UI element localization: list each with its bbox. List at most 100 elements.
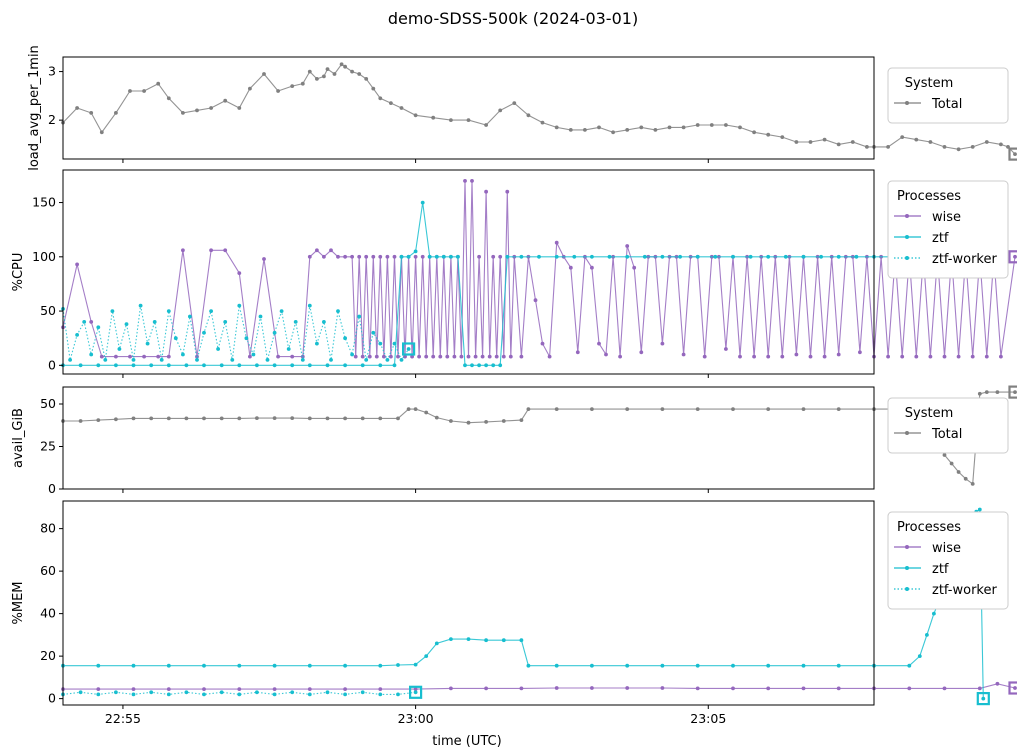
data-point-Total-36 (766, 407, 771, 411)
data-point-ztf-45 (678, 254, 682, 259)
data-point-ztf-worker-28 (258, 314, 263, 319)
legend-marker (905, 566, 909, 570)
data-point-ztf-17 (360, 363, 365, 368)
data-point-wise-2 (89, 320, 94, 324)
data-point-wise-62 (480, 354, 485, 359)
data-point-wise-63 (484, 189, 488, 194)
data-point-Total-20 (315, 77, 319, 81)
data-point-Total-26 (484, 420, 488, 424)
data-point-Total-53 (1013, 390, 1017, 394)
data-point-Total-35 (449, 118, 453, 122)
data-point-Total-61 (822, 137, 827, 142)
y-tick-label: 60 (40, 563, 56, 578)
axes-frame (62, 169, 875, 375)
data-point-ztf-20 (399, 254, 404, 259)
data-point-ztf-26 (441, 254, 446, 259)
data-point-ztf-24 (695, 663, 700, 668)
data-point-wise-59 (470, 179, 474, 183)
data-point-wise-9 (181, 248, 185, 253)
data-point-wise-4 (114, 354, 118, 359)
data-point-ztf-7 (184, 363, 189, 368)
data-point-wise-80 (575, 350, 580, 355)
data-point-wise-128 (914, 354, 919, 359)
data-point-ztf-36 (519, 254, 524, 259)
data-point-ztf-worker-5 (149, 690, 154, 695)
data-point-wise-19 (731, 686, 735, 691)
data-point-wise-56 (459, 354, 464, 359)
data-point-ztf-worker-2 (96, 692, 101, 697)
data-point-ztf-6 (166, 363, 171, 368)
data-point-Total-23 (332, 72, 337, 76)
data-point-wise-113 (808, 354, 813, 359)
data-point-Total-19 (307, 69, 312, 74)
y-tick-label: 40 (40, 606, 56, 621)
data-point-ztf-worker-8 (117, 347, 122, 351)
y-axis-label: %CPU (11, 253, 26, 292)
data-point-Total-35 (731, 407, 735, 411)
series-line-wise (62, 180, 1016, 359)
data-point-wise-75 (540, 341, 545, 346)
y-axis-label: %MEM (11, 582, 26, 625)
data-point-ztf-worker-13 (152, 320, 157, 324)
data-point-Total-20 (406, 407, 411, 411)
y-tick-label: 20 (40, 648, 56, 663)
data-point-wise-21 (801, 686, 806, 691)
data-point-Total-30 (378, 96, 383, 101)
data-point-ztf-24 (427, 254, 432, 259)
data-point-wise-74 (533, 298, 538, 303)
data-point-wise-48 (431, 354, 436, 359)
data-point-wise-109 (780, 354, 785, 359)
data-point-ztf-9 (378, 663, 383, 668)
data-point-ztf-worker-17 (360, 690, 365, 695)
data-point-ztf-48 (731, 254, 735, 259)
data-point-Total-66 (886, 145, 890, 149)
data-point-wise-44 (417, 354, 421, 359)
data-point-ztf-worker-3 (114, 690, 118, 695)
legend-label-ztf: ztf (932, 562, 949, 577)
data-point-Total-4 (131, 416, 136, 421)
data-point-Total-18 (300, 81, 305, 86)
data-point-ztf-worker-18 (188, 314, 192, 319)
x-axis-label: time (UTC) (432, 734, 501, 749)
data-point-wise-28 (360, 354, 365, 359)
data-point-wise-138 (984, 354, 989, 359)
legend-label-ztf-worker: ztf-worker (932, 583, 997, 598)
data-point-Total-38 (836, 407, 841, 411)
data-point-ztf-13 (290, 363, 295, 368)
legend-label-ztf-worker: ztf-worker (932, 252, 997, 267)
data-point-wise-8 (166, 354, 171, 359)
legend-title: System (905, 406, 953, 421)
data-point-ztf-worker-7 (184, 690, 189, 695)
end-marker-wise (1008, 250, 1017, 264)
data-point-Total-45 (942, 453, 947, 457)
data-point-ztf-27 (801, 663, 806, 668)
data-point-ztf-worker-1 (68, 358, 72, 362)
data-point-ztf-worker-3 (82, 320, 87, 324)
data-point-ztf-worker-27 (251, 352, 256, 357)
data-point-wise-18 (695, 686, 700, 691)
data-point-Total-3 (114, 417, 118, 422)
axes-frame (62, 386, 875, 490)
end-marker-ztf-worker (409, 685, 423, 699)
data-point-ztf-worker-12 (145, 341, 150, 346)
data-point-ztf-11 (255, 363, 259, 368)
data-point-Total-29 (371, 86, 376, 91)
data-point-ztf-3 (114, 363, 118, 368)
data-point-Total-1 (75, 106, 79, 110)
data-point-ztf-29 (463, 363, 467, 368)
data-point-Total-50 (667, 125, 672, 130)
data-point-wise-120 (858, 350, 862, 355)
data-point-wise-77 (554, 240, 559, 245)
data-point-Total-11 (209, 106, 214, 110)
data-point-ztf-worker-40 (343, 336, 347, 341)
data-point-wise-13 (237, 271, 242, 275)
data-point-wise-2 (131, 687, 136, 691)
data-point-ztf-12 (424, 654, 429, 658)
data-point-Total-48 (963, 476, 968, 481)
data-point-ztf-14 (449, 637, 453, 641)
data-point-ztf-33 (491, 363, 496, 368)
data-point-ztf-23 (420, 200, 425, 205)
data-point-wise-105 (752, 354, 756, 359)
data-point-Total-33 (413, 113, 418, 118)
data-point-Total-13 (290, 416, 295, 420)
